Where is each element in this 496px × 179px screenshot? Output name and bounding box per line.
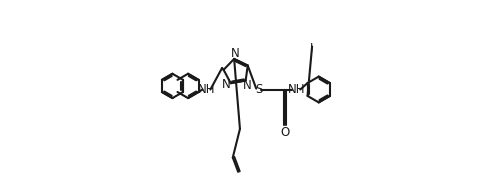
Text: S: S: [255, 83, 262, 96]
Text: O: O: [280, 126, 289, 139]
Text: N: N: [222, 78, 231, 91]
Text: N: N: [243, 79, 251, 92]
Text: I: I: [310, 42, 313, 55]
Text: N: N: [231, 47, 240, 60]
Text: NH: NH: [198, 83, 215, 96]
Text: NH: NH: [288, 83, 305, 96]
